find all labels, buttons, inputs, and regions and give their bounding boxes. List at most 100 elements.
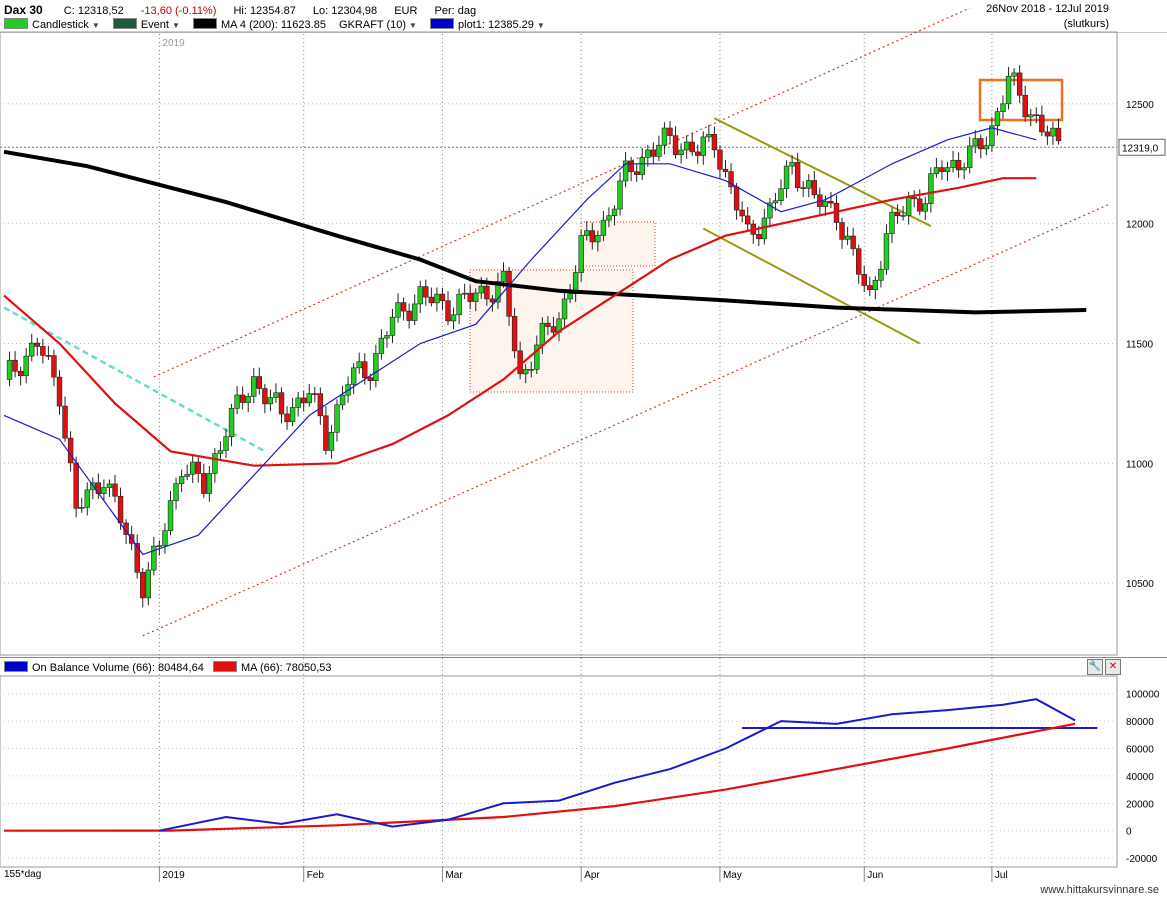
candle-body: [273, 392, 279, 398]
candle-body: [29, 342, 35, 357]
candle-body: [356, 361, 362, 369]
y-tick-label: 12500: [1126, 100, 1154, 111]
candle-body: [328, 431, 335, 451]
candle-body: [362, 361, 368, 378]
candle-body: [911, 197, 917, 200]
y-tick-label: 0: [1126, 827, 1132, 838]
x-tick-label: May: [723, 870, 742, 881]
candle-body: [778, 188, 784, 201]
candle-body: [262, 388, 268, 405]
candle-body: [117, 495, 124, 524]
legend-candlestick[interactable]: Candlestick ▼: [4, 18, 100, 31]
y-tick-label: 40000: [1126, 772, 1154, 783]
candle-body: [939, 167, 945, 172]
candle-body: [1055, 127, 1062, 141]
candle-body: [928, 173, 934, 204]
candle-body: [1005, 75, 1012, 105]
candle-body: [245, 396, 251, 403]
chart-header: Dax 30 C: 12318,52 -13,60 (-0.11%) Hi: 1…: [0, 0, 1167, 33]
candle-body: [850, 235, 856, 249]
candle-body: [217, 450, 224, 454]
candle-body: [373, 353, 379, 381]
candle-body: [450, 314, 457, 322]
candle-body: [489, 298, 496, 303]
y-tick-label: 11500: [1126, 340, 1154, 351]
candle-body: [300, 397, 307, 404]
candle-body: [861, 274, 867, 286]
candle-body: [184, 474, 190, 477]
candle-body: [134, 543, 140, 573]
candle-body: [611, 208, 618, 217]
candle-body: [234, 394, 240, 409]
candle-body: [772, 200, 779, 204]
candle-body: [950, 159, 956, 168]
candle-body: [434, 293, 440, 304]
upper-channel-line: [153, 7, 970, 378]
candle-body: [628, 160, 634, 173]
candle-body: [522, 369, 529, 375]
candle-body: [706, 134, 712, 138]
obv-label: On Balance Volume (66): 80484,64: [32, 662, 204, 674]
candle-body: [839, 222, 845, 240]
candle-body: [728, 171, 734, 188]
candle-body: [112, 483, 118, 497]
ma200-line: [3, 149, 1087, 315]
candle-body: [51, 355, 57, 378]
candle-body: [484, 285, 490, 300]
candle-body: [267, 397, 274, 405]
candle-body: [428, 296, 435, 304]
candle-body: [744, 215, 751, 225]
legend-ma200[interactable]: MA 4 (200): 11623.85: [192, 18, 326, 31]
candle-body: [106, 483, 113, 488]
candle-body: [989, 125, 995, 146]
chevron-down-icon[interactable]: ▼: [536, 21, 545, 30]
year-marker: 2019: [162, 38, 185, 49]
close-icon[interactable]: ✕: [1105, 659, 1121, 675]
candle-body: [733, 186, 740, 211]
candle-body: [1033, 114, 1040, 116]
candle-body: [17, 370, 24, 377]
candle-body: [789, 162, 795, 167]
legend-plot1[interactable]: plot1: 12385.29 ▼: [430, 18, 545, 31]
candle-body: [506, 270, 512, 317]
candle-body: [656, 144, 662, 157]
candle-body: [162, 530, 168, 546]
chevron-down-icon[interactable]: ▼: [409, 21, 417, 30]
candle-body: [289, 407, 296, 423]
candle-body: [79, 507, 85, 509]
candle-body: [34, 342, 41, 347]
candle-body: [667, 127, 673, 136]
legend-gkraft[interactable]: GKRAFT (10) ▼: [339, 19, 417, 31]
candle-body: [600, 219, 607, 236]
candle-body: [972, 138, 978, 147]
legend-label: Event: [140, 19, 169, 31]
candle-body: [539, 322, 546, 346]
lower-channel-line: [142, 203, 1109, 637]
candle-body: [806, 180, 812, 189]
chevron-down-icon[interactable]: ▼: [171, 21, 180, 30]
low-value: Lo: 12304,98: [312, 5, 378, 17]
chevron-down-icon[interactable]: ▼: [91, 21, 100, 30]
candle-body: [467, 292, 473, 302]
candle-body: [617, 180, 623, 210]
candle-body: [389, 316, 396, 336]
legend-label: plot1: 12385.29: [458, 19, 534, 31]
candle-body: [228, 408, 235, 438]
legend-swatch: [112, 18, 137, 29]
x-tick-label: Jun: [867, 870, 883, 881]
candle-body: [811, 180, 818, 196]
candle-body: [983, 145, 990, 150]
candle-body: [511, 316, 518, 352]
legend-event[interactable]: Event ▼: [112, 18, 180, 31]
candle-body: [700, 136, 707, 156]
wrench-icon[interactable]: 🔧: [1087, 659, 1103, 675]
candle-body: [461, 292, 468, 295]
candle-body: [201, 473, 207, 494]
y-tick-label: 60000: [1126, 745, 1154, 756]
candle-body: [295, 397, 301, 408]
candle-body: [550, 326, 557, 333]
legend-swatch: [4, 18, 28, 29]
candle-body: [1039, 114, 1045, 133]
candle-body: [384, 335, 390, 339]
